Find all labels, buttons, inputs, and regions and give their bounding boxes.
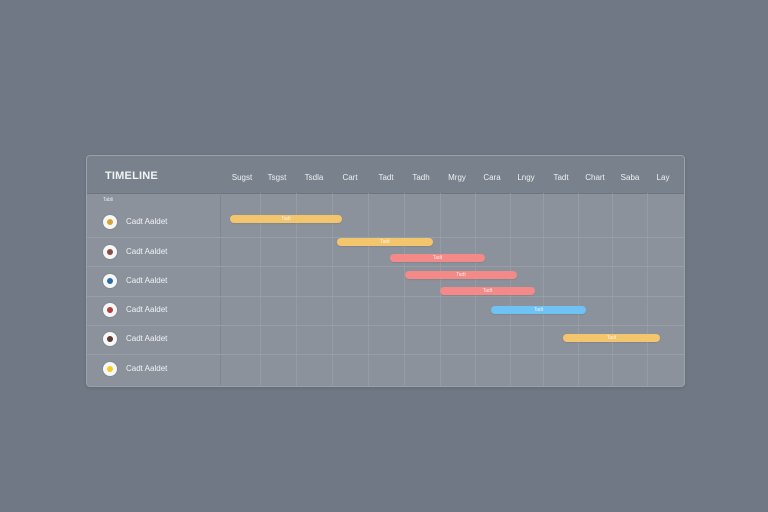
column-header: Chart	[585, 173, 605, 182]
person-avatar-icon	[103, 362, 117, 376]
column-header: Sugst	[231, 173, 253, 182]
grid-line	[612, 193, 613, 386]
grid-line	[332, 193, 333, 386]
task-label: Tadt	[533, 307, 544, 313]
task-bar[interactable]: Tadt	[390, 254, 485, 262]
task-bar[interactable]: Tadt	[440, 287, 535, 295]
person-avatar-icon	[103, 215, 117, 229]
avatar-accent	[107, 219, 113, 225]
row-divider	[87, 296, 684, 297]
task-bar[interactable]: Tadt	[405, 271, 517, 279]
row-divider	[87, 325, 684, 326]
person-avatar-icon	[103, 274, 117, 288]
column-header: Cara	[483, 173, 501, 182]
task-label: Tadt	[281, 216, 291, 222]
grid-line	[543, 193, 544, 386]
task-label: Tadt	[432, 255, 443, 261]
avatar-accent	[107, 278, 113, 284]
row-divider	[87, 266, 684, 267]
person-row[interactable]: Cadt Aaldet	[103, 245, 213, 259]
column-header: Tadt	[378, 173, 394, 182]
task-bar[interactable]: Tadt	[491, 306, 586, 314]
grid-line	[404, 193, 405, 386]
person-avatar-icon	[103, 245, 117, 259]
column-header: Mrgy	[448, 173, 466, 182]
person-name: Cadt Aaldet	[126, 334, 168, 343]
timeline-header: TIMELINE Sugst Tsgst Tsdla Cart Tadt Tad…	[87, 156, 684, 194]
column-header: Tadt	[553, 173, 569, 182]
column-header: Cart	[342, 173, 358, 182]
task-bar[interactable]: Tadt	[337, 238, 433, 246]
task-label: Tadt	[380, 239, 390, 245]
person-name: Cadt Aaldet	[126, 247, 168, 256]
avatar-accent	[107, 307, 113, 313]
sidebar-subheader: Tabli	[103, 197, 114, 203]
person-row[interactable]: Cadt Aaldet	[103, 332, 213, 346]
task-bar[interactable]: Tadt	[563, 334, 660, 342]
avatar-accent	[107, 336, 113, 342]
timeline-panel: TIMELINE Sugst Tsgst Tsdla Cart Tadt Tad…	[86, 155, 685, 387]
avatar-accent	[107, 249, 113, 255]
task-label: Tadt	[482, 288, 493, 294]
person-name: Cadt Aaldet	[126, 276, 168, 285]
grid-line	[647, 193, 648, 386]
column-header: Saba	[620, 173, 640, 182]
person-name: Cadt Aaldet	[126, 217, 168, 226]
person-avatar-icon	[103, 332, 117, 346]
row-divider	[87, 237, 684, 238]
grid-line	[368, 193, 369, 386]
column-header: Tsdla	[304, 173, 324, 182]
row-divider	[87, 354, 684, 355]
task-label: Tadt	[456, 272, 466, 278]
person-row[interactable]: Cadt Aaldet	[103, 274, 213, 288]
avatar-accent	[107, 366, 113, 372]
person-row[interactable]: Cadt Aaldet	[103, 215, 213, 229]
sidebar-separator	[220, 193, 221, 386]
person-avatar-icon	[103, 303, 117, 317]
person-name: Cadt Aaldet	[126, 305, 168, 314]
column-header: Tsgst	[267, 173, 287, 182]
timeline-title: TIMELINE	[105, 170, 158, 182]
column-header: Lngy	[517, 173, 535, 182]
column-header: Tadh	[412, 173, 430, 182]
task-label: Tadt	[606, 335, 617, 341]
task-bar[interactable]: Tadt	[230, 215, 342, 223]
person-row[interactable]: Cadt Aaldet	[103, 303, 213, 317]
column-header: Lay	[656, 173, 670, 182]
grid-line	[296, 193, 297, 386]
person-name: Cadt Aaldet	[126, 364, 168, 373]
grid-line	[260, 193, 261, 386]
grid-line	[578, 193, 579, 386]
person-row[interactable]: Cadt Aaldet	[103, 362, 213, 376]
